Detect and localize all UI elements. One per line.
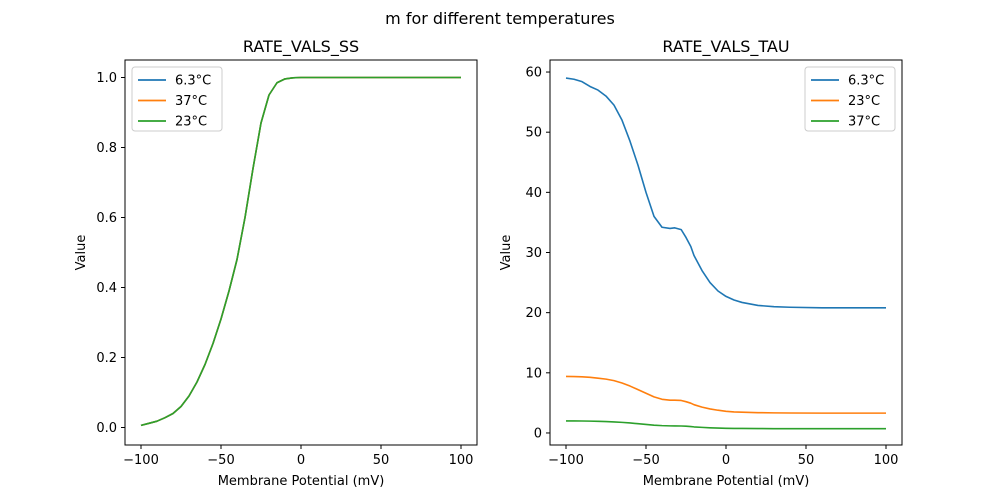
x-tick-label: 0 [297,453,305,468]
y-tick-label: 0.4 [96,281,117,296]
y-tick-label: 0.0 [96,421,117,436]
x-tick-label: −50 [207,453,234,468]
series-line-0 [565,77,886,309]
x-axis-label: Membrane Potential (mV) [218,474,385,489]
legend-label: 6.3°C [175,74,211,89]
x-tick-label: −100 [123,453,159,468]
x-tick-label: 0 [722,453,730,468]
x-tick-label: −100 [548,453,584,468]
y-axis-label: Value [74,235,89,271]
y-axis-label: Value [499,235,514,271]
y-tick-label: 0 [534,426,542,441]
legend-label: 23°C [175,115,207,130]
legend: 6.3°C 37°C 23°C [131,66,223,132]
legend-label: 37°C [175,94,207,109]
panel-rate-vals-ss: RATE_VALS_SS −100 −50 0 50 100 0.0 0.2 0.4 0.6 0.8… [74,37,478,489]
series-group [565,77,886,430]
legend-box [131,66,223,132]
panel-rate-vals-tau: RATE_VALS_TAU −100 −50 0 50 100 0 10 20 30 40 50 60 M… [499,37,903,489]
figure-suptitle: m for different temperatures [385,9,615,28]
chart-title: RATE_VALS_TAU [662,37,789,57]
y-tick-label: 0.6 [96,211,117,226]
y-tick-label: 20 [525,306,542,321]
y-tick-label: 30 [525,246,542,261]
y-tick-label: 50 [525,126,542,141]
x-tick-label: 50 [798,453,815,468]
series-line-1 [565,375,886,414]
legend: 6.3°C 23°C 37°C [804,66,896,132]
y-tick-label: 0.2 [96,351,117,366]
y-tick-label: 60 [525,66,542,81]
y-tick-label: 0.8 [96,141,117,156]
x-tick-label: 100 [874,453,899,468]
x-tick-label: 50 [373,453,390,468]
chart-title: RATE_VALS_SS [243,37,359,57]
series-group [140,76,461,427]
legend-label: 23°C [848,94,880,109]
legend-label: 37°C [848,115,880,130]
legend-label: 6.3°C [848,74,884,89]
y-tick-label: 10 [525,366,542,381]
x-tick-label: −50 [632,453,659,468]
series-line-2 [140,76,461,427]
y-tick-label: 1.0 [96,71,117,86]
legend-box [804,66,896,132]
y-tick-label: 40 [525,186,542,201]
series-line-2 [566,420,886,430]
x-axis-label: Membrane Potential (mV) [643,474,810,489]
x-tick-label: 100 [449,453,474,468]
